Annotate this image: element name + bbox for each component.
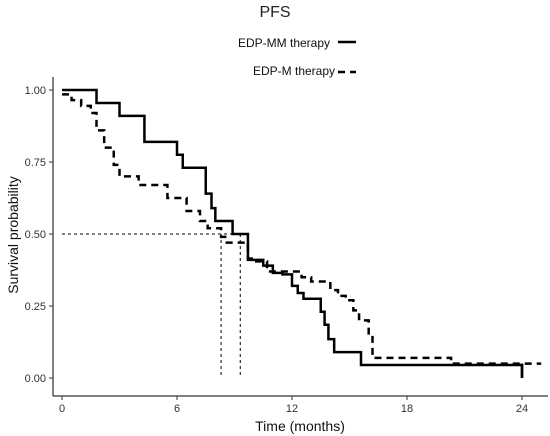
chart-title: PFS [259, 4, 291, 21]
y-tick-label: 1.00 [25, 85, 46, 97]
tick-labels: 0 6 12 18 24 0.00 0.25 0.50 0.75 1.00 [25, 85, 529, 415]
axes [52, 77, 548, 397]
x-axis-label: Time (months) [255, 418, 345, 434]
median-reference-lines [62, 233, 241, 378]
legend-label-edp-mm: EDP-MM therapy [238, 36, 331, 50]
x-tick-label: 6 [174, 403, 180, 415]
x-tick-label: 0 [59, 403, 65, 415]
y-tick-label: 0.25 [25, 301, 46, 313]
x-tick-label: 18 [401, 403, 413, 415]
x-tick-label: 12 [286, 403, 298, 415]
series-lines [62, 88, 542, 378]
legend [338, 40, 356, 74]
y-tick-label: 0.75 [25, 157, 46, 169]
x-tick-label: 24 [516, 403, 528, 415]
y-axis-label: Survival probability [5, 176, 21, 294]
y-tick-label: 0.00 [25, 373, 46, 385]
legend-label-edp-m: EDP-M therapy [253, 64, 336, 78]
y-tick-label: 0.50 [25, 229, 46, 241]
series-line-edp-m [62, 93, 542, 365]
series-line-edp-mm [62, 88, 524, 378]
